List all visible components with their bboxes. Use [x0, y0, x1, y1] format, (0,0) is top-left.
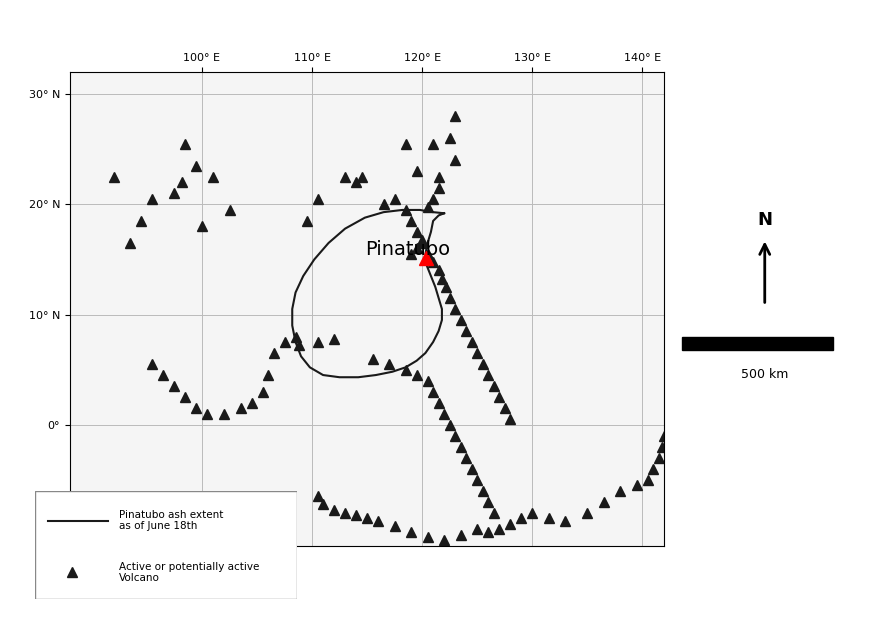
Text: Pinatubo ash extent
as of June 18th: Pinatubo ash extent as of June 18th	[119, 510, 223, 531]
FancyBboxPatch shape	[35, 491, 297, 599]
Text: 500 km: 500 km	[741, 368, 788, 381]
Text: Pinatubo: Pinatubo	[365, 240, 451, 259]
Bar	[683, 337, 833, 350]
Text: Active or potentially active
Volcano: Active or potentially active Volcano	[119, 562, 260, 583]
Text: N: N	[757, 211, 773, 229]
